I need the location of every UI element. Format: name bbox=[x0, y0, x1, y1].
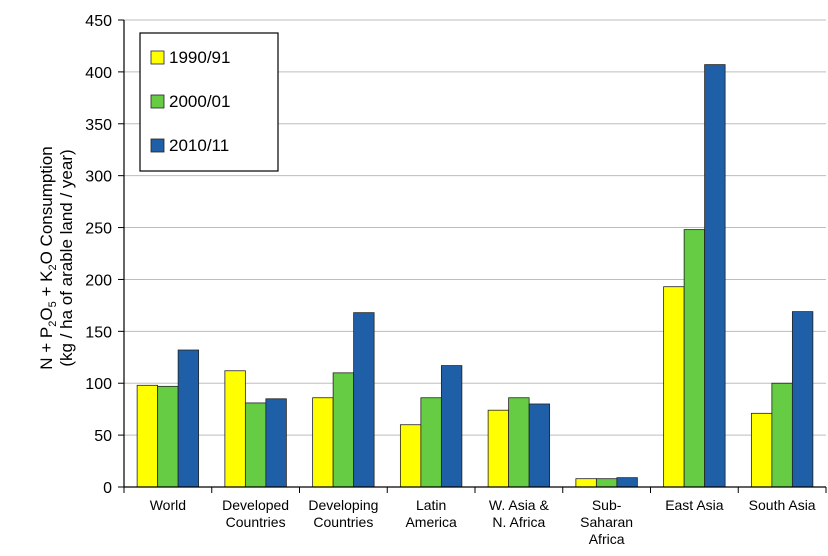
category-label: Developed bbox=[222, 497, 289, 513]
y-tick-label: 450 bbox=[85, 13, 112, 30]
bar-2000/01-2 bbox=[332, 372, 355, 488]
y-tick-label: 0 bbox=[103, 480, 112, 497]
category-labels: World DevelopedCountriesDevelopingCountri… bbox=[123, 487, 827, 547]
y-tick-label: 50 bbox=[94, 428, 112, 445]
bar-1990/91-2 bbox=[312, 397, 334, 488]
y-axis-label-line1: N + P2O5 + K2O Consumption bbox=[37, 146, 59, 369]
y-tick-label: 350 bbox=[85, 117, 112, 134]
category-label: W. Asia & bbox=[489, 497, 550, 513]
category-label: N. Africa bbox=[492, 514, 545, 530]
bar-2010/11-6 bbox=[704, 64, 726, 488]
category-label: East Asia bbox=[665, 497, 724, 513]
category-label: Sub- bbox=[592, 497, 622, 513]
y-axis-label-line2: (kg / ha of arable land / year) bbox=[57, 149, 76, 366]
category-label: Countries bbox=[226, 514, 286, 530]
legend-swatch bbox=[150, 50, 165, 65]
category-label: Saharan bbox=[580, 514, 633, 530]
legend: 1990/91 2000/01 2010/11 bbox=[139, 32, 279, 172]
legend-label: 2000/01 bbox=[169, 92, 230, 111]
y-label-subscript: 2 bbox=[47, 321, 59, 327]
bar-1990/91-4 bbox=[487, 409, 510, 488]
category-label: Latin bbox=[416, 497, 446, 513]
category-label: Countries bbox=[313, 514, 373, 530]
y-label-part: + K bbox=[37, 270, 56, 301]
category-label: World bbox=[150, 497, 186, 513]
bar-2010/11-0 bbox=[177, 349, 200, 488]
y-label-subscript: 2 bbox=[47, 264, 59, 270]
bar-2010/11-5 bbox=[616, 477, 638, 488]
bar-1990/91-6 bbox=[663, 286, 685, 488]
legend-swatch bbox=[150, 138, 165, 153]
legend-label: 2010/11 bbox=[169, 136, 229, 155]
y-label-part: O Consumption bbox=[37, 146, 56, 264]
bar-2000/01-6 bbox=[683, 229, 706, 488]
y-tick-label: 150 bbox=[85, 324, 112, 341]
y-label-part: N + P bbox=[37, 327, 56, 370]
legend-swatch bbox=[150, 94, 165, 109]
bar-1990/91-5 bbox=[575, 478, 597, 488]
category-label: America bbox=[405, 514, 457, 530]
bar-2010/11-3 bbox=[440, 365, 463, 488]
y-tick-label: 250 bbox=[85, 221, 112, 238]
bar-1990/91-1 bbox=[224, 370, 246, 488]
bar-1990/91-3 bbox=[399, 424, 422, 488]
bar-2010/11-2 bbox=[353, 312, 375, 488]
bar-2000/01-5 bbox=[595, 478, 618, 488]
bar-2010/11-4 bbox=[528, 403, 551, 488]
y-tick-label: 200 bbox=[85, 272, 112, 289]
y-tick-label: 300 bbox=[85, 169, 112, 186]
bar-2000/01-4 bbox=[508, 397, 530, 488]
y-label-subscript: 5 bbox=[47, 301, 59, 307]
category-label: Developing bbox=[308, 497, 378, 513]
bar-2010/11-7 bbox=[791, 311, 814, 488]
bar-2000/01-1 bbox=[244, 402, 267, 488]
y-axis-label: N + P2O5 + K2O Consumption (kg / ha of a… bbox=[37, 146, 76, 369]
y-tick-labels: 0 50 100 150 200 250 300 350 400 450 bbox=[85, 13, 124, 497]
category-label: South Asia bbox=[749, 497, 816, 513]
bar-1990/91-7 bbox=[750, 412, 773, 488]
bar-2010/11-1 bbox=[265, 398, 287, 488]
y-tick-label: 100 bbox=[85, 376, 112, 393]
y-label-part: O bbox=[37, 307, 56, 320]
bars bbox=[136, 64, 814, 488]
category-label: Africa bbox=[589, 531, 625, 547]
bar-2000/01-0 bbox=[157, 385, 179, 488]
y-tick-label: 400 bbox=[85, 65, 112, 82]
bar-2000/01-3 bbox=[420, 397, 442, 488]
bar-1990/91-0 bbox=[136, 384, 159, 488]
legend-label: 1990/91 bbox=[169, 48, 230, 67]
bar-2000/01-7 bbox=[771, 382, 793, 488]
